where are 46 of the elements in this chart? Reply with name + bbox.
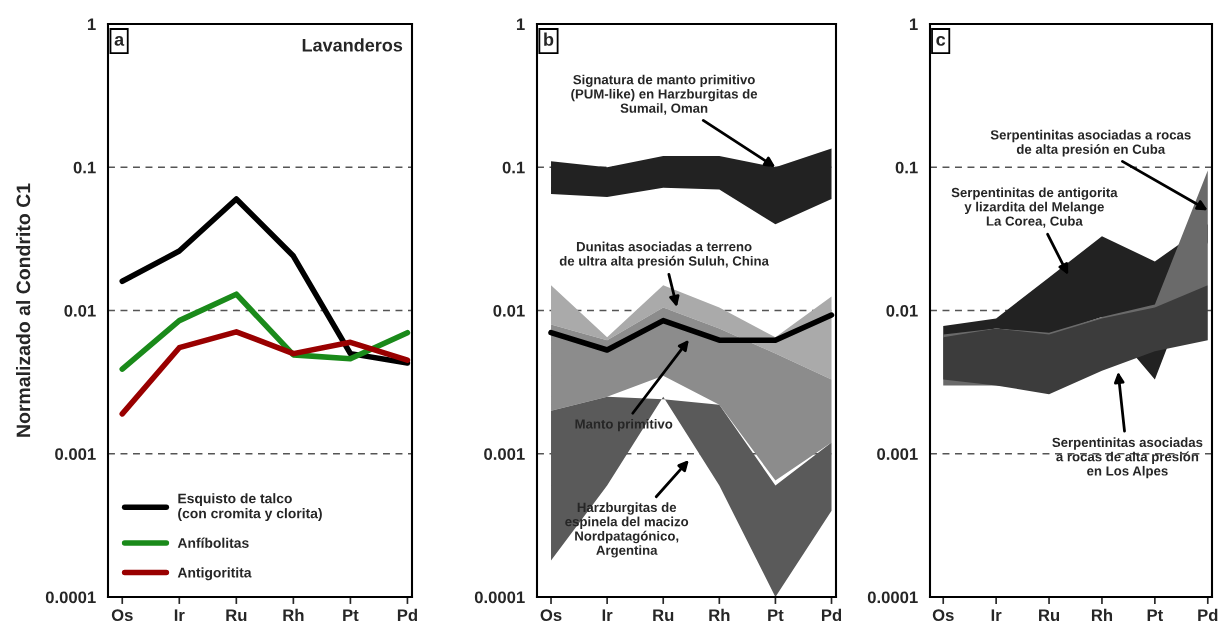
x-tick-label: Ru [226, 609, 247, 622]
annotation: Serpentinitas asociadas a rocas de alta presión en Los Alpes [1052, 437, 1203, 479]
x-tick-label: Os [932, 609, 954, 622]
y-tick-label: 0.001 [55, 448, 96, 460]
x-tick-label: Ir [174, 609, 185, 621]
x-tick-label: Rh [1091, 608, 1113, 621]
y-tick-label: 0.001 [877, 448, 918, 460]
annotation: a [114, 35, 125, 46]
x-tick-label: Pd [1198, 608, 1218, 622]
x-tick-label: Os [540, 609, 562, 622]
x-tick-label: Rh [283, 608, 304, 621]
annotation: Serpentinitas de antigorita y lizardita del Melange La Corea, Cuba [951, 187, 1118, 228]
y-tick-label: 0.01 [493, 304, 525, 317]
y-tick-label: 1 [516, 18, 525, 31]
x-tick-label: Ru [653, 609, 674, 622]
x-tick-label: Rh [709, 608, 730, 621]
x-tick-label: Ir [991, 609, 1002, 621]
annotation: Signatura de manto primitivo (PUM-like) en Harzburgitas de Sumail, Oman [571, 74, 758, 115]
annotation: c [936, 35, 946, 46]
y-tick-label: 0.01 [64, 304, 96, 317]
y-tick-label: 0.01 [886, 304, 918, 317]
annotation: Dunitas asociadas a terreno de ultra alta presión Suluh, China [559, 241, 769, 269]
annotation: Serpentinitas asociadas a rocas de alta presión en Cuba [990, 129, 1191, 157]
annotation: b [544, 32, 554, 46]
y-tick-label: 0.1 [73, 161, 96, 174]
y-tick-label: 0.0001 [45, 591, 96, 604]
x-tick-label: Pt [1147, 609, 1163, 622]
x-tick-label: Pd [397, 608, 417, 622]
legend-label: Anfíbolitas [177, 537, 249, 548]
y-tick-label: 0.1 [502, 161, 525, 174]
y-tick-label: 1 [909, 18, 918, 31]
legend-label: Antigoritita [177, 567, 252, 581]
legend-label: Esquisto de talco (con cromita y clorita) [178, 493, 322, 522]
y-tick-label: 0.0001 [867, 591, 918, 604]
annotation: Lavanderos [302, 38, 403, 52]
y-tick-label: 1 [87, 18, 96, 31]
y-axis-title: Normalizado al Condrito C1 [15, 183, 31, 437]
x-tick-label: Pt [343, 609, 359, 622]
y-tick-label: 0.001 [484, 448, 525, 460]
x-tick-label: Pt [768, 609, 784, 622]
x-tick-label: Ir [602, 609, 613, 621]
x-tick-label: Os [111, 609, 133, 622]
x-tick-label: Ru [1039, 609, 1060, 622]
x-tick-label: Pd [821, 608, 842, 622]
y-tick-label: 0.1 [895, 161, 918, 174]
y-tick-label: 0.0001 [474, 591, 525, 604]
